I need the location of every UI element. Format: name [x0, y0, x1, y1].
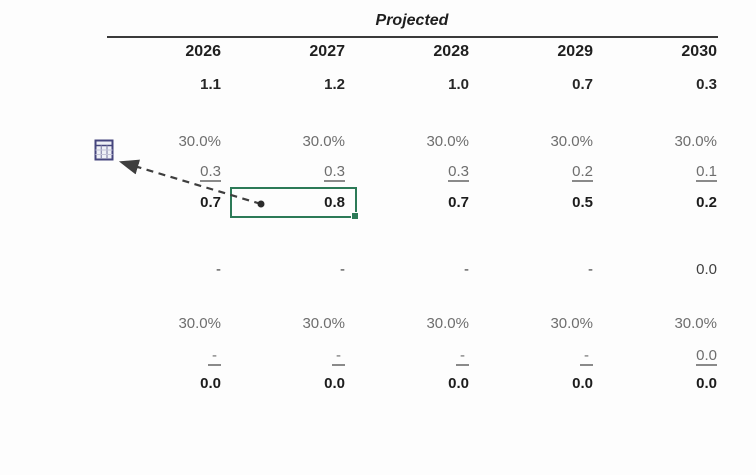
table-cell[interactable]: 0.2	[469, 162, 593, 182]
table-cell[interactable]: 30.0%	[178, 315, 221, 332]
table-cell[interactable]: 0.2	[696, 194, 717, 211]
table-cell[interactable]: 0.0	[324, 375, 345, 392]
table-cell[interactable]: 30.0%	[426, 315, 469, 332]
table-cell[interactable]: 30.0%	[550, 133, 593, 150]
year-header-cell[interactable]: 2030	[681, 43, 717, 60]
table-cell[interactable]: 0.0	[593, 346, 717, 366]
table-row: - - - - 0.0	[97, 260, 717, 280]
table-cell[interactable]: 0.0	[696, 261, 717, 278]
underlined-value: -	[456, 347, 469, 366]
worksheet-icon[interactable]	[94, 139, 114, 161]
table-cell[interactable]: 0.5	[572, 194, 593, 211]
table-cell[interactable]: 30.0%	[674, 133, 717, 150]
underlined-value: -	[208, 347, 221, 366]
year-header-cell[interactable]: 2027	[309, 43, 345, 60]
table-cell[interactable]: -	[97, 346, 221, 366]
projected-header-cell[interactable]: Projected	[375, 12, 449, 29]
table-row: 0.7 0.8 0.7 0.5 0.2	[97, 193, 717, 213]
table-cell[interactable]: 1.1	[200, 76, 221, 93]
table-row: 30.0% 30.0% 30.0% 30.0% 30.0%	[97, 314, 717, 334]
underlined-value: 0.1	[696, 163, 717, 182]
table-cell[interactable]: -	[588, 261, 593, 278]
table-cell[interactable]: -	[340, 261, 345, 278]
year-header-row: 2026 2027 2028 2029 2030	[97, 42, 717, 62]
table-cell[interactable]: 0.0	[200, 375, 221, 392]
table-cell[interactable]: 0.0	[696, 375, 717, 392]
table-cell[interactable]: 1.2	[324, 76, 345, 93]
table-cell[interactable]: 0.7	[200, 194, 221, 211]
underlined-value: 0.3	[200, 163, 221, 182]
table-cell[interactable]: 0.1	[593, 162, 717, 182]
table-cell[interactable]: 0.3	[97, 162, 221, 182]
table-cell[interactable]: 0.0	[572, 375, 593, 392]
table-row: - - - - 0.0	[97, 346, 717, 366]
table-cell[interactable]: 30.0%	[302, 133, 345, 150]
table-cell[interactable]: 0.7	[572, 76, 593, 93]
fill-handle[interactable]	[351, 212, 359, 220]
year-header-cell[interactable]: 2029	[557, 43, 593, 60]
table-cell[interactable]: 0.0	[448, 375, 469, 392]
underlined-value: 0.3	[448, 163, 469, 182]
table-cell[interactable]: 1.0	[448, 76, 469, 93]
table-row: 1.1 1.2 1.0 0.7 0.3	[97, 75, 717, 95]
underlined-value: 0.3	[324, 163, 345, 182]
table-row: 30.0% 30.0% 30.0% 30.0% 30.0%	[97, 132, 717, 152]
table-cell[interactable]: -	[469, 346, 593, 366]
underlined-value: 0.2	[572, 163, 593, 182]
table-cell[interactable]: -	[345, 346, 469, 366]
trace-precedents-arrow	[118, 159, 265, 208]
selection-border	[230, 187, 359, 220]
underlined-value: 0.0	[696, 347, 717, 366]
table-row: 0.3 0.3 0.3 0.2 0.1	[97, 162, 717, 182]
table-cell[interactable]: 30.0%	[674, 315, 717, 332]
table-cell[interactable]: -	[464, 261, 469, 278]
year-header-cell[interactable]: 2026	[185, 43, 221, 60]
year-header-cell[interactable]: 2028	[433, 43, 469, 60]
table-cell[interactable]: 0.3	[696, 76, 717, 93]
table-cell[interactable]: 30.0%	[302, 315, 345, 332]
table-cell[interactable]: 30.0%	[426, 133, 469, 150]
table-row: 0.0 0.0 0.0 0.0 0.0	[97, 374, 717, 394]
table-cell[interactable]: 30.0%	[178, 133, 221, 150]
table-cell[interactable]: 0.7	[448, 194, 469, 211]
header-divider-line	[107, 36, 718, 38]
selected-cell-value[interactable]: 0.8	[324, 194, 345, 211]
table-cell[interactable]: 0.3	[221, 162, 345, 182]
table-cell[interactable]: -	[216, 261, 221, 278]
underlined-value: -	[580, 347, 593, 366]
underlined-value: -	[332, 347, 345, 366]
table-cell[interactable]: -	[221, 346, 345, 366]
table-cell[interactable]: 0.3	[345, 162, 469, 182]
table-cell[interactable]: 30.0%	[550, 315, 593, 332]
